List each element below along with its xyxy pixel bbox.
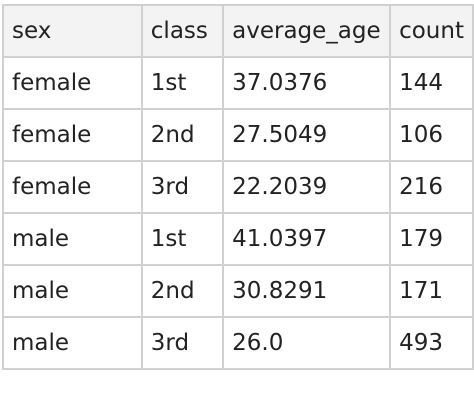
table-row: male 3rd 26.0 493 [2,316,474,370]
cell-count: 171 [389,264,474,318]
cell-class: 2nd [140,108,225,162]
table-row: female 2nd 27.5049 106 [2,108,474,162]
cell-class: 3rd [140,316,225,370]
cell-average-age: 37.0376 [222,56,392,110]
cell-sex: female [2,108,143,162]
cell-count: 106 [389,108,474,162]
table-row: male 1st 41.0397 179 [2,212,474,266]
cell-sex: male [2,316,143,370]
column-header-sex: sex [2,4,143,58]
column-header-count: count [389,4,474,58]
cell-sex: male [2,212,143,266]
cell-class: 1st [140,56,225,110]
table-row: female 1st 37.0376 144 [2,56,474,110]
cell-average-age: 30.8291 [222,264,392,318]
cell-sex: female [2,160,143,214]
data-table: sex class average_age count female 1st 3… [2,4,474,370]
cell-sex: male [2,264,143,318]
column-header-class: class [140,4,225,58]
cell-average-age: 41.0397 [222,212,392,266]
cell-count: 144 [389,56,474,110]
cell-count: 216 [389,160,474,214]
cell-average-age: 26.0 [222,316,392,370]
cell-class: 2nd [140,264,225,318]
column-header-average-age: average_age [222,4,392,58]
cell-average-age: 22.2039 [222,160,392,214]
table-row: male 2nd 30.8291 171 [2,264,474,318]
cell-sex: female [2,56,143,110]
cell-average-age: 27.5049 [222,108,392,162]
cell-class: 1st [140,212,225,266]
data-table-container: sex class average_age count female 1st 3… [2,4,474,370]
cell-class: 3rd [140,160,225,214]
cell-count: 493 [389,316,474,370]
cell-count: 179 [389,212,474,266]
table-row: female 3rd 22.2039 216 [2,160,474,214]
table-header-row: sex class average_age count [2,4,474,58]
